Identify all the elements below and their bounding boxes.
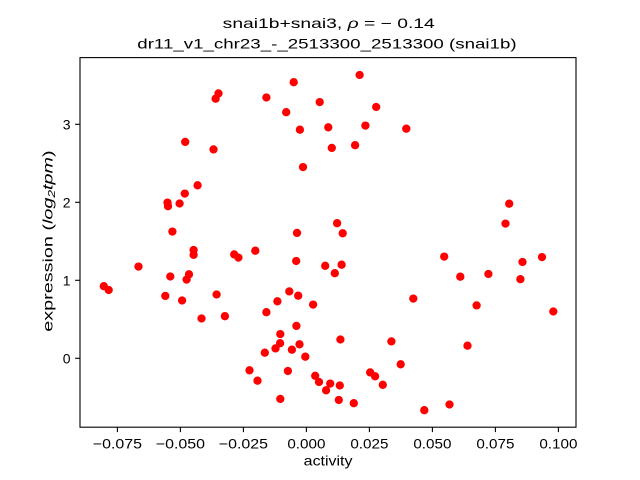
- svg-text:3: 3: [63, 117, 71, 133]
- svg-text:0: 0: [63, 351, 71, 367]
- svg-text:−0.050: −0.050: [156, 436, 205, 452]
- svg-text:0.000: 0.000: [287, 436, 325, 452]
- svg-text:expression (log2tpm): expression (log2tpm): [39, 150, 58, 331]
- svg-text:1: 1: [63, 273, 71, 289]
- svg-text:0.100: 0.100: [539, 436, 577, 452]
- svg-text:2: 2: [63, 195, 71, 211]
- svg-text:dr11_v1_chr23_-_2513300_251330: dr11_v1_chr23_-_2513300_2513300 (snai1b): [137, 35, 516, 51]
- svg-text:−0.025: −0.025: [219, 436, 268, 452]
- svg-text:0.050: 0.050: [413, 436, 451, 452]
- svg-text:−0.075: −0.075: [93, 436, 142, 452]
- svg-text:0.025: 0.025: [350, 436, 388, 452]
- svg-text:snai1b+snai3, ρ = − 0.14: snai1b+snai3, ρ = − 0.14: [223, 15, 435, 31]
- svg-text:activity: activity: [304, 452, 353, 468]
- svg-text:0.075: 0.075: [476, 436, 514, 452]
